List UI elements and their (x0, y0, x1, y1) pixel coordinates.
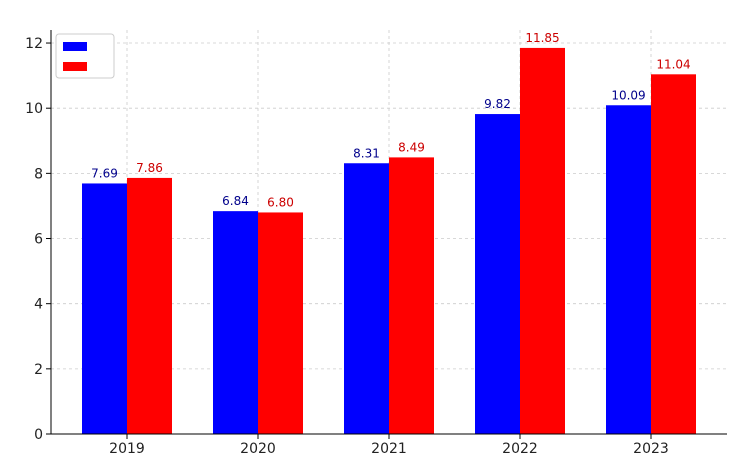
bar-value-label: 8.31 (353, 146, 380, 160)
bar (389, 157, 434, 434)
bar-value-label: 7.86 (136, 161, 163, 175)
bar-value-label: 11.85 (525, 31, 559, 45)
bar (606, 105, 651, 434)
y-tick-label: 8 (34, 166, 43, 182)
x-tick-label: 2021 (371, 441, 407, 457)
axes: 0 2 4 6 8 10 12 2019 2020 2021 2022 2023 (25, 30, 727, 457)
bar-value-label: 6.80 (267, 195, 294, 209)
x-tick-label: 2020 (240, 441, 276, 457)
bars-group (82, 47, 696, 435)
x-tick-label: 2022 (502, 441, 538, 457)
bar-value-label: 7.69 (91, 166, 118, 180)
y-tick-label: 2 (34, 362, 43, 378)
bar (475, 114, 520, 434)
bar (127, 177, 172, 434)
bar-value-label: 8.49 (398, 140, 425, 154)
bar (344, 163, 389, 435)
bar (651, 74, 696, 434)
y-tick-label: 10 (25, 101, 43, 117)
legend-swatch (63, 62, 87, 71)
bar (82, 183, 127, 434)
bar-value-label: 11.04 (656, 57, 690, 71)
y-tick-label: 4 (34, 297, 43, 313)
bar-value-label: 10.09 (611, 88, 645, 102)
data-labels-group: 7.69 6.84 8.31 9.82 10.09 7.86 6.80 8.49 11.85 11… (91, 31, 691, 210)
bar (258, 212, 303, 434)
bar-value-label: 6.84 (222, 194, 249, 208)
x-tick-label: 2019 (109, 441, 145, 457)
legend-box (55, 33, 115, 79)
bar (520, 47, 565, 435)
bar (213, 211, 258, 434)
y-tick-label: 0 (34, 427, 43, 443)
bar-value-label: 9.82 (484, 97, 511, 111)
legend (55, 33, 115, 79)
legend-swatch (63, 42, 87, 51)
y-tick-label: 6 (34, 232, 43, 248)
y-tick-label: 12 (25, 36, 43, 52)
x-tick-label: 2023 (633, 441, 669, 457)
